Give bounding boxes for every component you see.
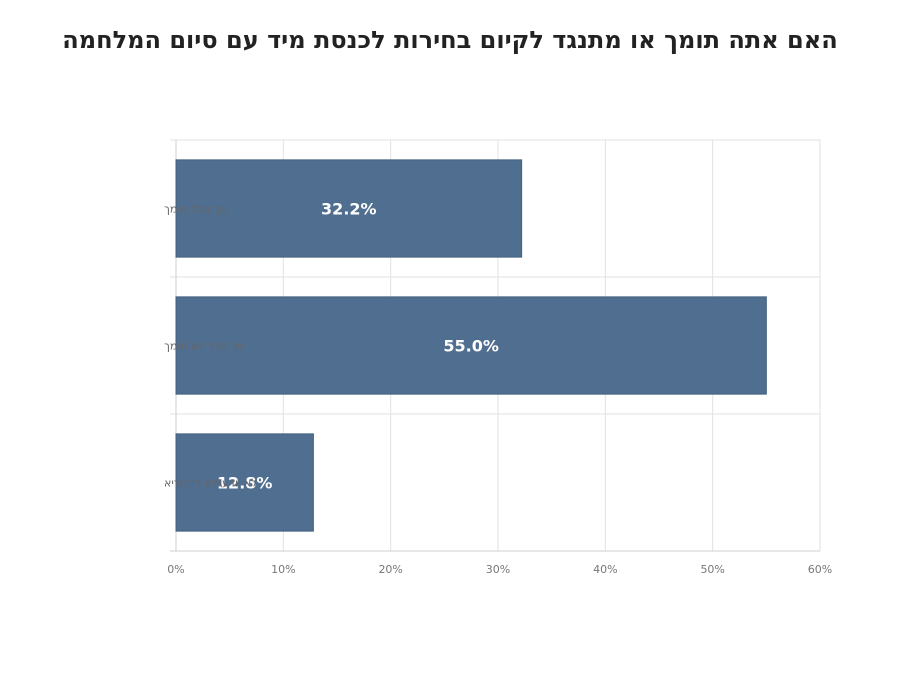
x-tick-label: 40% [593,563,617,576]
bar-layer [175,159,767,532]
data-label: 55.0% [443,337,499,356]
x-tick-label: 0% [167,563,184,576]
data-label: 32.2% [321,200,377,219]
category-label: סך הכל תומך [164,203,227,216]
data-label: 12.8% [217,474,273,493]
bar [175,296,767,395]
category-label: סך הכל לא תומך [164,340,244,353]
x-tick-label: 50% [700,563,724,576]
x-tick-label: 20% [378,563,402,576]
category-label: לא יודע\לא להקריא [164,477,258,490]
chart-title: האם אתה תומך או מתנגד לקיום בחירות לכנסת… [62,26,838,54]
x-tick-label: 30% [486,563,510,576]
x-tick-label: 60% [808,563,832,576]
bar [175,433,314,532]
label-layer: 0% 10% 20% 30% 40% 50% 60% 32.2% סך הכל תומך 55.0… [164,200,832,577]
x-tick-label: 10% [271,563,295,576]
bar [175,159,523,258]
